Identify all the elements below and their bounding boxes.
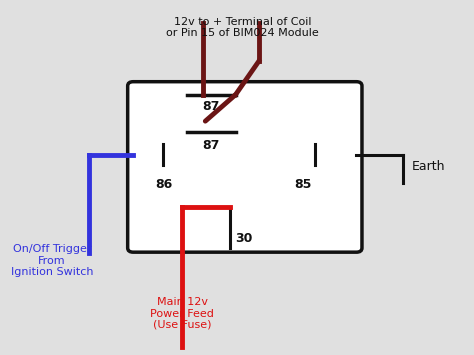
Text: 87: 87 [203,100,220,113]
Text: Main 12v: Main 12v [156,297,208,307]
Text: 86: 86 [155,178,172,191]
Text: Power Feed: Power Feed [150,308,214,318]
Text: 12v to + Terminal of Coil: 12v to + Terminal of Coil [174,17,311,27]
Text: 85: 85 [294,178,311,191]
Text: Ignition Switch: Ignition Switch [10,267,93,277]
Text: (Use Fuse): (Use Fuse) [153,320,211,330]
Text: From: From [38,256,66,266]
Text: 87: 87 [203,139,220,152]
FancyBboxPatch shape [128,82,362,252]
Text: or Pin 15 of BIM024 Module: or Pin 15 of BIM024 Module [166,28,319,38]
Text: Earth: Earth [412,160,446,174]
Text: On/Off Trigger: On/Off Trigger [13,245,91,255]
Text: 30: 30 [236,232,253,245]
